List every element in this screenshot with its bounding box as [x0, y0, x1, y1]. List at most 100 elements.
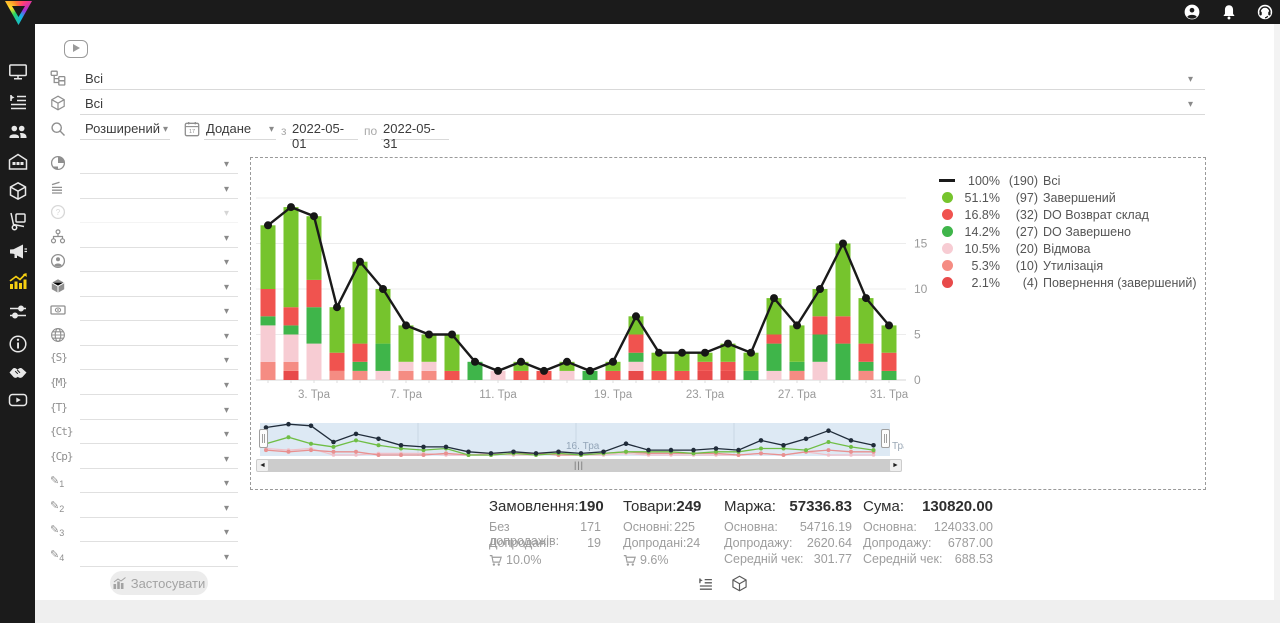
play-icon	[73, 43, 80, 52]
legend-item[interactable]: 100% (190) Всі	[939, 172, 1201, 189]
sidebar-item-partners[interactable]	[8, 362, 28, 382]
stat-sub-value: 124033.00	[933, 520, 993, 534]
stat-sub-row: Середній чек: 688.53	[863, 552, 993, 568]
filter-select-globe-shaded[interactable]: ▾	[80, 153, 238, 174]
chevron-down-icon: ▾	[223, 527, 229, 539]
filter-select-globe[interactable]: ▾	[80, 325, 238, 346]
filter-select-banknote[interactable]: ▾	[80, 300, 238, 322]
chevron-down-icon: ▾	[223, 355, 229, 367]
stat-sub-value: 6787.00	[947, 536, 993, 550]
legend-item[interactable]: 10.5% (20) Відмова	[939, 240, 1201, 257]
orders-stacked-chart[interactable]: 0 5 10 15 3. Тра 7. Тра 11. Тра 19. Тра 23. Тра 2…	[256, 161, 938, 407]
legend-item[interactable]: 51.1% (97) Завершений	[939, 189, 1201, 206]
stat-cart-percent: 9.6%	[640, 553, 669, 567]
sidebar-item-marketing[interactable]	[8, 241, 28, 261]
stat-label: Маржа:	[724, 498, 776, 515]
date-from-input[interactable]: 2022-05-01	[290, 119, 358, 151]
headset-icon[interactable]	[1256, 3, 1274, 21]
orders-list-toggle[interactable]	[697, 576, 714, 592]
filter-select-tag-t[interactable]: ▾	[80, 399, 238, 420]
scroll-right-button[interactable]: ►	[890, 460, 901, 471]
user-icon[interactable]	[1183, 3, 1201, 21]
tag-s-icon: {S}	[50, 351, 68, 365]
bell-icon[interactable]	[1220, 3, 1238, 21]
app-logo[interactable]	[5, 1, 32, 26]
sidebar-item-clients[interactable]	[8, 122, 28, 142]
video-help-button[interactable]	[64, 40, 88, 58]
navigator-scrollbar[interactable]: ◄ ||| ►	[256, 459, 902, 472]
svg-text:0: 0	[914, 373, 921, 387]
search-mode-select[interactable]: Розширений ▾	[80, 119, 170, 140]
tag-m-icon: {M}	[50, 375, 68, 389]
filter-select-org-chart[interactable]: ▾	[80, 227, 238, 248]
filter-select-person-circle[interactable]: ▾	[80, 251, 238, 273]
legend-item[interactable]: 2.1% (4) Повернення (завершений)	[939, 274, 1201, 291]
filter-select-tag-ct[interactable]: ▾	[80, 423, 238, 445]
filter-select-pencil-4[interactable]: ▾	[80, 546, 238, 567]
filter-select-pencil-1[interactable]: ▾	[80, 472, 238, 494]
filter-select-cube-solid[interactable]: ▾	[80, 276, 238, 297]
chart-icon	[113, 577, 126, 589]
stat-sub-label: Допродажу:	[724, 536, 793, 550]
legend-line-marker	[939, 179, 955, 182]
navigator-right-handle[interactable]	[881, 429, 890, 448]
product-select[interactable]: Всі ▾	[80, 93, 1205, 115]
scrollbar-grip[interactable]: |||	[573, 460, 585, 470]
stat-sub-row: Основна: 54716.19	[724, 520, 852, 536]
apply-button[interactable]: Застосувати	[110, 571, 208, 595]
filter-select-tag-s[interactable]: ▾	[80, 349, 238, 371]
svg-text:3. Тра: 3. Тра	[298, 389, 331, 401]
legend-item[interactable]: 5.3% (10) Утилізація	[939, 257, 1201, 274]
filter-row-help: ? ▾	[44, 202, 240, 224]
stat-sub-label: Середній чек:	[863, 552, 943, 566]
legend-percent: 14.2%	[964, 224, 1000, 239]
svg-text:Тра: Тра	[892, 441, 904, 452]
stat-label: Замовлення:	[489, 498, 579, 515]
sidebar-item-supply[interactable]	[8, 211, 28, 231]
sidebar-item-products[interactable]	[8, 181, 28, 201]
sidebar-item-orders[interactable]	[8, 92, 28, 112]
stat-value: 190	[578, 498, 604, 515]
legend-item[interactable]: 14.2% (27) DO Завершено	[939, 223, 1201, 240]
navigator-left-handle[interactable]	[259, 429, 268, 448]
chart-navigator[interactable]: 16. Тра Тра	[256, 421, 904, 459]
filter-select-layers-edit[interactable]: ▾	[80, 178, 238, 199]
filter-select-pencil-3[interactable]: ▾	[80, 521, 238, 543]
sidebar-item-statistics[interactable]	[8, 271, 28, 291]
legend-label: Відмова	[1043, 241, 1091, 256]
legend-count: (32)	[1015, 207, 1038, 222]
legend-label: Повернення (завершений)	[1043, 275, 1197, 290]
search-mode-value: Розширений	[85, 121, 160, 136]
globe-shaded-icon	[50, 155, 68, 173]
chevron-down-icon: ▾	[223, 257, 229, 269]
stat-cart-percent: 10.0%	[506, 553, 542, 567]
legend-count: (27)	[1015, 224, 1038, 239]
sidebar-item-dashboard[interactable]	[8, 62, 28, 82]
filter-select-tag-cp[interactable]: ▾	[80, 448, 238, 469]
legend-dot-marker	[939, 277, 955, 288]
status-group-select[interactable]: Всі ▾	[80, 68, 1205, 90]
svg-text:15: 15	[914, 237, 928, 251]
legend-count: (10)	[1015, 258, 1038, 273]
date-field-select[interactable]: Додане ▾	[204, 119, 276, 140]
stat-sub-row: Без допродажів: 171	[489, 520, 601, 548]
filter-select-tag-m[interactable]: ▾	[80, 374, 238, 395]
chart-panel: 0 5 10 15 3. Тра 7. Тра 11. Тра 19. Тра 23. Тра 2…	[250, 157, 1206, 490]
date-to-input[interactable]: 2022-05-31	[381, 119, 449, 151]
legend-count: (4)	[1022, 275, 1038, 290]
sidebar-item-info[interactable]	[8, 334, 28, 354]
sidebar-item-warehouse[interactable]	[8, 152, 28, 172]
stat-sub-value: 225	[674, 520, 695, 534]
cart-icon	[489, 554, 502, 566]
scroll-left-button[interactable]: ◄	[257, 460, 268, 471]
filter-select-pencil-2[interactable]: ▾	[80, 497, 238, 518]
sidebar-item-settings[interactable]	[8, 302, 28, 322]
legend-item[interactable]: 16.8% (32) DO Возврат склад	[939, 206, 1201, 223]
stat-sub-value: 688.53	[954, 552, 993, 566]
stat-sub-row: Допродажу: 2620.64	[724, 536, 852, 552]
filter-select-help: ▾	[80, 202, 238, 224]
filter-row-tag-s: {S} ▾	[44, 349, 240, 371]
sidebar-item-video[interactable]	[8, 390, 28, 410]
legend-label: DO Возврат склад	[1043, 207, 1149, 222]
products-cube-toggle[interactable]	[731, 575, 748, 592]
